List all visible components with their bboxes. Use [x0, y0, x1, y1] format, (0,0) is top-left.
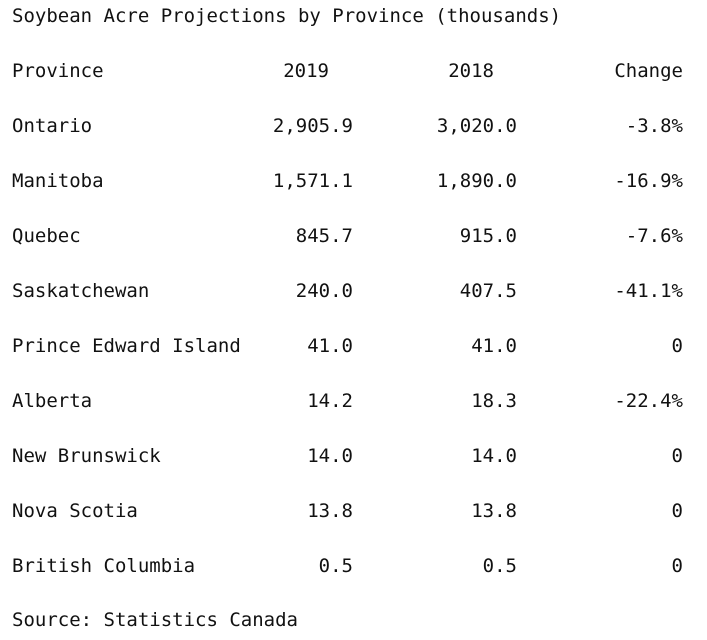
cell-province: Nova Scotia [12, 500, 138, 522]
table-row: Manitoba 1,571.1 1,890.0 -16.9% [12, 170, 684, 192]
cell-province: Prince Edward Island [12, 335, 241, 357]
cell-province: British Columbia [12, 555, 195, 577]
cell-change: -22.4% [614, 390, 683, 412]
cell-2019: 41.0 [307, 335, 353, 357]
cell-2018: 407.5 [460, 280, 517, 302]
cell-2018: 915.0 [460, 225, 517, 247]
header-2019: 2019 [283, 60, 329, 82]
table-row: Prince Edward Island 41.0 41.0 0 [12, 335, 683, 357]
cell-2018: 3,020.0 [437, 115, 517, 137]
cell-province: New Brunswick [12, 445, 161, 467]
source-note: Source: Statistics Canada [12, 609, 298, 631]
cell-2019: 240.0 [296, 280, 353, 302]
cell-change: 0 [672, 445, 683, 467]
table-row: Ontario 2,905.9 3,020.0 -3.8% [12, 115, 684, 137]
header-change: Change [614, 60, 683, 82]
table-title: Soybean Acre Projections by Province (th… [12, 5, 561, 27]
cell-2018: 14.0 [471, 445, 517, 467]
cell-change: 0 [672, 555, 683, 577]
header-2018: 2018 [448, 60, 494, 82]
cell-2019: 845.7 [296, 225, 353, 247]
cell-2019: 1,571.1 [273, 170, 353, 192]
table-row: Alberta 14.2 18.3 -22.4% [12, 390, 684, 412]
cell-2018: 1,890.0 [437, 170, 517, 192]
cell-2018: 0.5 [483, 555, 517, 577]
cell-province: Manitoba [12, 170, 104, 192]
table-row: Nova Scotia 13.8 13.8 0 [12, 500, 683, 522]
cell-2018: 18.3 [471, 390, 517, 412]
cell-2019: 13.8 [307, 500, 353, 522]
cell-2019: 0.5 [319, 555, 353, 577]
cell-change: 0 [672, 335, 683, 357]
table-row: Saskatchewan 240.0 407.5 -41.1% [12, 280, 684, 302]
cell-change: -41.1% [614, 280, 683, 302]
cell-2019: 2,905.9 [273, 115, 353, 137]
table-row: Quebec 845.7 915.0 -7.6% [12, 225, 684, 247]
cell-change: -16.9% [614, 170, 683, 192]
cell-province: Ontario [12, 115, 92, 137]
cell-province: Quebec [12, 225, 81, 247]
cell-2019: 14.0 [307, 445, 353, 467]
cell-change: 0 [672, 500, 683, 522]
table-body: Ontario 2,905.9 3,020.0 -3.8% Manitoba 1,571.… [12, 115, 684, 577]
cell-province: Alberta [12, 390, 92, 412]
table-row: British Columbia 0.5 0.5 0 [12, 555, 683, 577]
cell-province: Saskatchewan [12, 280, 149, 302]
cell-change: -3.8% [626, 115, 684, 137]
cell-2018: 41.0 [471, 335, 517, 357]
header-province: Province [12, 60, 104, 82]
cell-2019: 14.2 [307, 390, 353, 412]
table-row: New Brunswick 14.0 14.0 0 [12, 445, 683, 467]
cell-change: -7.6% [626, 225, 684, 247]
cell-2018: 13.8 [471, 500, 517, 522]
